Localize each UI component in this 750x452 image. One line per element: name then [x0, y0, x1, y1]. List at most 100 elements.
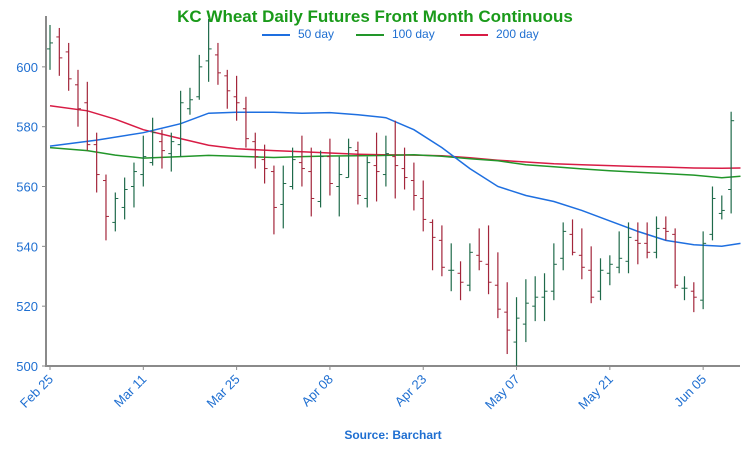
ohlc-bar: [56, 27, 63, 76]
legend-label-100day: 100 day: [392, 27, 435, 41]
ohlc-bar: [681, 276, 688, 301]
ohlc-bar: [550, 243, 557, 301]
ohlc-bar: [270, 165, 277, 235]
ohlc-bar: [466, 243, 473, 292]
ohlc-bar: [616, 231, 623, 274]
ohlc-bar: [718, 195, 725, 220]
ohlc-bar: [429, 219, 436, 271]
x-tick-label: Mar 25: [204, 372, 243, 411]
ohlc-bar: [485, 225, 492, 295]
ohlc-bar: [690, 282, 697, 313]
chart-title: KC Wheat Daily Futures Front Month Conti…: [177, 7, 573, 26]
ohlc-bar: [289, 147, 296, 190]
x-tick-label: Apr 08: [298, 372, 336, 410]
legend-swatch-200day: [460, 34, 488, 36]
legend-label-50day: 50 day: [298, 27, 335, 41]
ohlc-bar: [177, 90, 184, 157]
x-tick-label: May 21: [575, 372, 616, 413]
ohlc-bar: [317, 150, 324, 208]
y-tick-label: 520: [16, 299, 38, 314]
ohlc-bar: [196, 54, 203, 100]
ohlc-bar: [345, 138, 352, 179]
ohlc-bar: [410, 162, 417, 211]
ohlc-bar: [625, 222, 632, 274]
x-tick-label: Feb 25: [17, 372, 56, 411]
y-tick-label: 540: [16, 239, 38, 254]
ohlc-bar: [186, 87, 193, 115]
ohlc-bar: [606, 255, 613, 286]
source-note: Source: Barchart: [344, 428, 442, 442]
ohlc-bar: [420, 180, 427, 232]
ohlc-bar: [336, 156, 343, 217]
y-tick-label: 580: [16, 120, 38, 135]
ohlc-bar: [308, 147, 315, 217]
ohlc-bar: [149, 117, 156, 166]
ohlc-bar: [700, 231, 707, 310]
ohlc-bar: [373, 132, 380, 202]
ohlc-bar: [476, 228, 483, 271]
ohlc-bar: [93, 132, 100, 193]
ohlc-bar: [457, 261, 464, 301]
ohlc-bar: [662, 216, 669, 241]
ohlc-bar: [121, 177, 128, 220]
ohlc-bar: [280, 165, 287, 229]
ohlc-bar: [298, 135, 305, 187]
ohlc-bar: [112, 192, 119, 232]
ohlc-bar: [140, 135, 147, 187]
ohlc-bar: [709, 186, 716, 241]
ohlc-bar: [597, 258, 604, 301]
ohlc-bar: [494, 252, 501, 319]
ohlc-bar: [326, 138, 333, 196]
ma100-line: [49, 146, 741, 179]
ohlc-bar: [354, 141, 361, 205]
x-tick-label: May 07: [482, 372, 523, 413]
ohlc-bar: [233, 75, 240, 121]
ohlc-bar-layer: [47, 18, 735, 366]
ohlc-bar: [102, 174, 109, 241]
ohlc-bar: [644, 222, 651, 259]
ohlc-bar: [541, 273, 548, 322]
ohlc-bar: [158, 129, 165, 169]
x-tick-label: Jun 05: [671, 372, 709, 410]
legend-label-200day: 200 day: [496, 27, 539, 41]
ohlc-bar: [728, 111, 735, 214]
ohlc-bar: [569, 219, 576, 256]
ohlc-bar: [513, 297, 520, 366]
axes-layer: [42, 16, 740, 370]
x-tick-label: Mar 11: [111, 372, 150, 411]
ohlc-bar: [504, 282, 511, 355]
ohlc-bar: [364, 156, 371, 208]
y-tick-label: 560: [16, 180, 38, 195]
ohlc-bar: [242, 96, 249, 148]
legend-swatch-50day: [262, 34, 290, 36]
ohlc-bar: [634, 222, 641, 265]
ohlc-bar: [578, 228, 585, 280]
ohlc-bar: [205, 18, 212, 82]
legend-swatch-100day: [356, 34, 384, 36]
y-tick-label: 600: [16, 60, 38, 75]
y-tick-label: 500: [16, 359, 38, 374]
ohlc-bar: [252, 132, 259, 169]
ohlc-bar: [382, 135, 389, 187]
tick-label-layer: 500 520 540 560 580 600 Feb 25 Mar 11 Mar 25 Apr …: [16, 60, 709, 412]
ohlc-bar: [438, 225, 445, 277]
ohlc-bar: [392, 120, 399, 199]
ohlc-bar: [168, 132, 175, 172]
ohlc-bar: [672, 228, 679, 289]
ohlc-bar: [588, 246, 595, 304]
ohlc-bar: [224, 69, 231, 109]
ohlc-bar: [448, 243, 455, 292]
ohlc-bar: [65, 42, 72, 91]
ohlc-bar: [214, 42, 221, 85]
ohlc-bar: [560, 222, 567, 271]
ohlc-bar: [401, 147, 408, 190]
ma50-line: [49, 111, 741, 248]
ohlc-bar: [653, 216, 660, 259]
ohlc-bar: [130, 162, 137, 208]
ohlc-bar: [261, 144, 268, 184]
x-tick-label: Apr 23: [392, 372, 430, 410]
ohlc-bar: [84, 81, 91, 151]
ohlc-bar: [47, 24, 53, 70]
ohlc-bar: [74, 69, 81, 127]
